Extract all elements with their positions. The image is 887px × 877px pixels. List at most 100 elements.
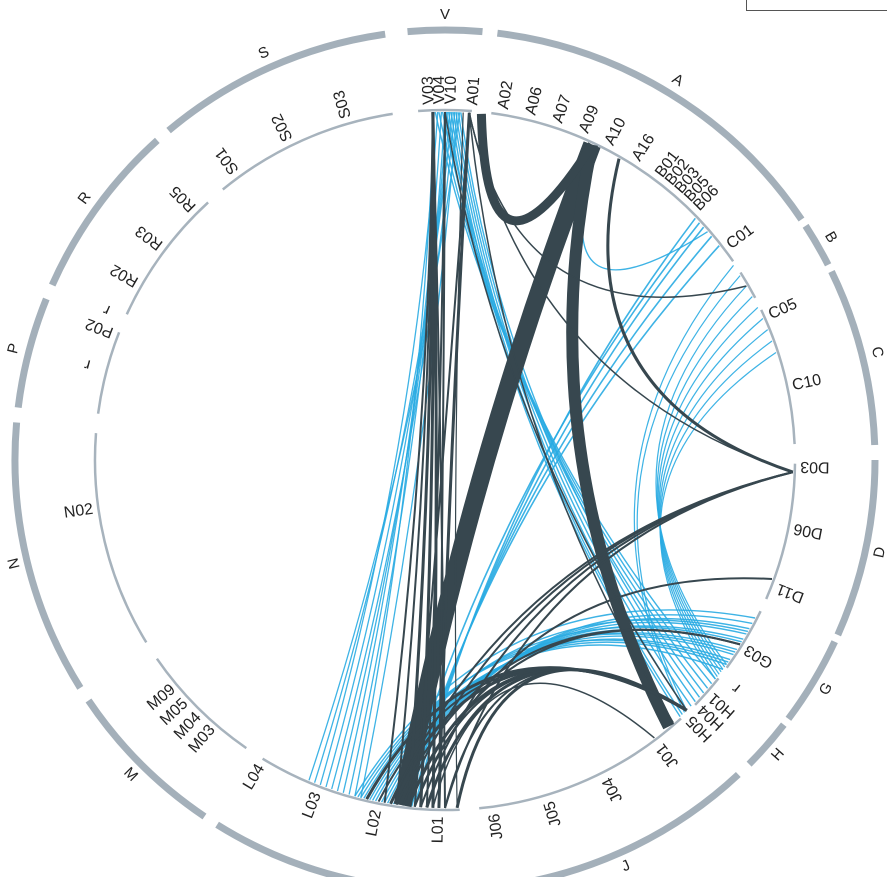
group-label-S: S [256,43,272,63]
node-ring-G [725,610,762,669]
light-ribbon-49 [633,265,734,713]
node-label: L03 [299,790,324,821]
node-label: N02 [63,501,95,522]
node-label: r [100,301,112,319]
dark-ribbon-26 [444,111,688,711]
light-ribbon-19 [308,112,461,781]
group-label-V: V [440,6,450,23]
node-label: C01 [723,221,757,252]
dark-ribbon-28 [425,111,446,808]
dark-ribbon-17 [468,112,794,473]
light-ribbon-41 [655,285,747,665]
group-arc-A [496,29,805,222]
node-label: L01 [429,816,446,843]
group-arc-M [85,698,207,820]
light-ribbon-17 [354,112,435,797]
node-ring-M [155,657,248,750]
light-ribbon-37 [407,235,713,807]
node-label: C05 [766,295,800,323]
group-arc-R [49,137,160,287]
node-label: R02 [107,260,141,289]
node-label: A07 [550,93,575,125]
node-label: A10 [601,115,629,148]
node-label: V10 [442,76,460,105]
light-ribbon-43 [657,306,759,670]
node-label: R03 [132,222,166,253]
group-arc-S [166,30,386,134]
group-arc-P [14,297,50,409]
ribbons-dark-layer [365,111,794,809]
node-label: r [82,355,92,373]
group-label-R: R [75,189,95,208]
node-label: A01 [464,76,483,106]
group-label-P: P [4,341,23,355]
group-arc-H [746,722,787,767]
node-label: S01 [212,144,243,177]
node-ring-B [739,271,757,299]
node-ring-R [125,201,209,315]
group-arc-L [215,821,356,877]
group-label-D: D [870,545,887,559]
node-label: J01 [653,740,682,771]
node-ring-H [694,677,720,706]
light-ribbon-46 [659,340,773,677]
group-arc-N [11,422,84,690]
node-label: D06 [792,520,824,542]
group-label-J: J [619,857,633,876]
node-label: D11 [774,580,806,606]
corner-box [746,0,887,11]
group-label-C: C [868,345,887,360]
node-label: A16 [629,131,659,164]
dark-ribbon-32 [395,628,741,806]
node-label: V04 [431,76,448,105]
node-ring-S [222,112,393,191]
node-label: R05 [167,182,200,215]
group-label-H: H [768,745,788,764]
group-label-B: B [821,229,841,246]
light-ribbon-8 [434,111,716,680]
group-arc-G [785,640,838,721]
dark-ribbon-33 [413,577,773,808]
light-ribbon-10 [348,111,446,795]
node-label: P02 [83,315,116,341]
node-label: D03 [800,458,830,476]
group-label-G: G [816,680,837,699]
group-arc-V [407,26,483,36]
node-ring-V [418,108,472,113]
group-arc-B [802,223,832,267]
node-label: G03 [741,641,776,672]
group-arc-C [828,269,879,446]
node-label: L04 [240,761,268,793]
dark-ribbon-16 [468,112,674,723]
dark-ribbon-13 [377,667,688,803]
dark-ribbon-18 [468,112,747,298]
inner-ring [93,108,797,812]
group-label-M: M [120,764,141,785]
node-ring-D [765,463,797,600]
node-label: C10 [791,371,823,394]
dark-ribbon-25 [383,112,434,803]
outer-ring [11,26,879,877]
light-ribbon-12 [325,111,451,788]
node-label: A06 [523,85,546,117]
light-ribbon-47 [659,352,777,680]
node-label: S03 [331,88,355,120]
node-ring-P [96,331,121,414]
group-arc-J [534,771,741,877]
group-label-A: A [669,70,686,90]
node-label: L02 [363,808,385,838]
node-label: A09 [576,103,603,136]
node-ring-L [261,757,460,812]
dark-ribbon-1 [566,143,675,730]
light-ribbon-48 [636,275,741,711]
node-ring-A [491,111,735,263]
light-ribbon-44 [658,318,764,673]
node-ring-C [760,309,796,445]
light-ribbon-31 [363,626,742,799]
group-label-N: N [3,557,22,572]
node-label: J05 [541,799,565,829]
node-ring-J [479,717,682,810]
node-ring-N [93,433,148,644]
node-label: S02 [269,111,297,144]
